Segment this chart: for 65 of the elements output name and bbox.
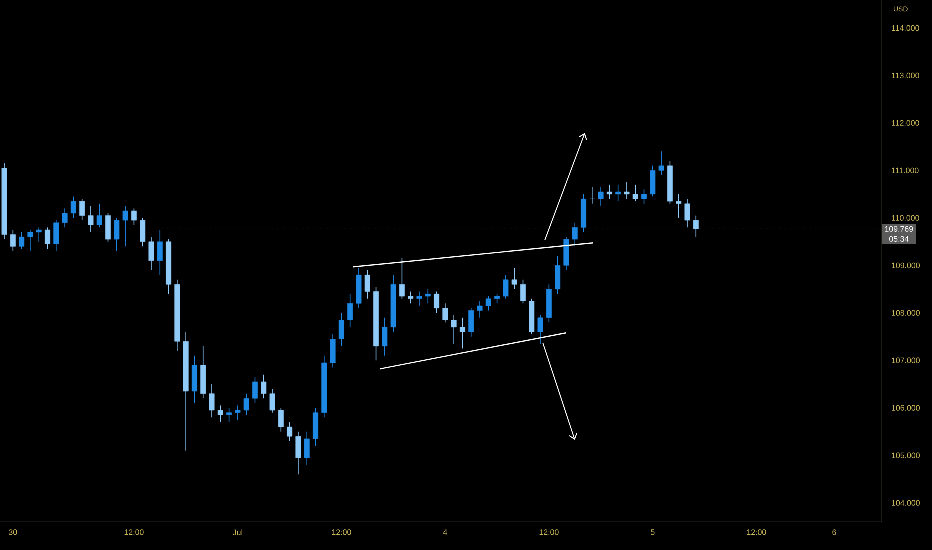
candlestick <box>88 206 94 233</box>
candlestick <box>62 208 68 228</box>
candlestick <box>148 236 154 271</box>
candlestick <box>252 376 258 404</box>
candlestick <box>106 212 112 242</box>
candlestick <box>693 215 699 238</box>
candlestick <box>364 270 370 300</box>
candlestick <box>512 268 518 290</box>
candlestick <box>19 232 25 250</box>
candlestick <box>244 393 250 416</box>
candlestick <box>122 206 128 248</box>
candlestick <box>348 294 354 328</box>
candlestick <box>616 184 622 202</box>
candlestick <box>261 374 267 399</box>
candlestick <box>140 218 146 248</box>
candlestick <box>70 196 76 219</box>
candlestick <box>477 300 483 318</box>
candlestick <box>218 405 224 423</box>
candlestick <box>460 317 466 350</box>
candlestick <box>632 184 638 202</box>
candlestick <box>270 388 276 414</box>
candlestick <box>226 408 232 423</box>
candlestick <box>54 220 60 252</box>
candlestick <box>96 203 102 228</box>
candlestick <box>131 208 137 226</box>
candlestick <box>503 274 509 300</box>
candlestick <box>555 256 561 295</box>
candlestick <box>80 198 86 221</box>
candlestick <box>442 303 448 324</box>
candlestick <box>434 291 440 314</box>
candlestick <box>157 230 163 276</box>
candlestick <box>642 189 648 204</box>
candlestick <box>538 315 544 344</box>
candlestick <box>338 312 344 347</box>
candlestick <box>676 194 682 219</box>
candlestick <box>28 230 34 252</box>
candlestick <box>598 186 604 207</box>
candlestick <box>572 222 578 248</box>
candlestick <box>296 431 302 475</box>
candlestick <box>399 258 405 300</box>
candlestick <box>606 184 612 200</box>
candlestick <box>658 151 664 176</box>
candlestick <box>624 182 630 200</box>
candlestick <box>650 165 656 198</box>
candlestick <box>304 431 310 466</box>
candlestick <box>36 227 42 242</box>
candlestick <box>408 291 414 304</box>
candlestick <box>114 218 120 252</box>
candlestick <box>287 422 293 442</box>
candlestick <box>590 186 596 204</box>
candlestick <box>684 198 690 228</box>
candlestick <box>330 334 336 368</box>
candlestick <box>235 405 241 420</box>
candlestick <box>494 294 500 304</box>
candlestick <box>382 317 388 356</box>
candlestick <box>45 227 50 250</box>
candlestick <box>451 315 457 344</box>
candlestick <box>10 230 16 252</box>
candlestick <box>425 288 431 304</box>
candlestick <box>416 291 422 306</box>
candlestick <box>486 296 492 312</box>
candlestick <box>468 308 474 338</box>
candlestick <box>278 408 284 432</box>
candlestick <box>209 384 215 418</box>
candlestick <box>520 279 526 304</box>
